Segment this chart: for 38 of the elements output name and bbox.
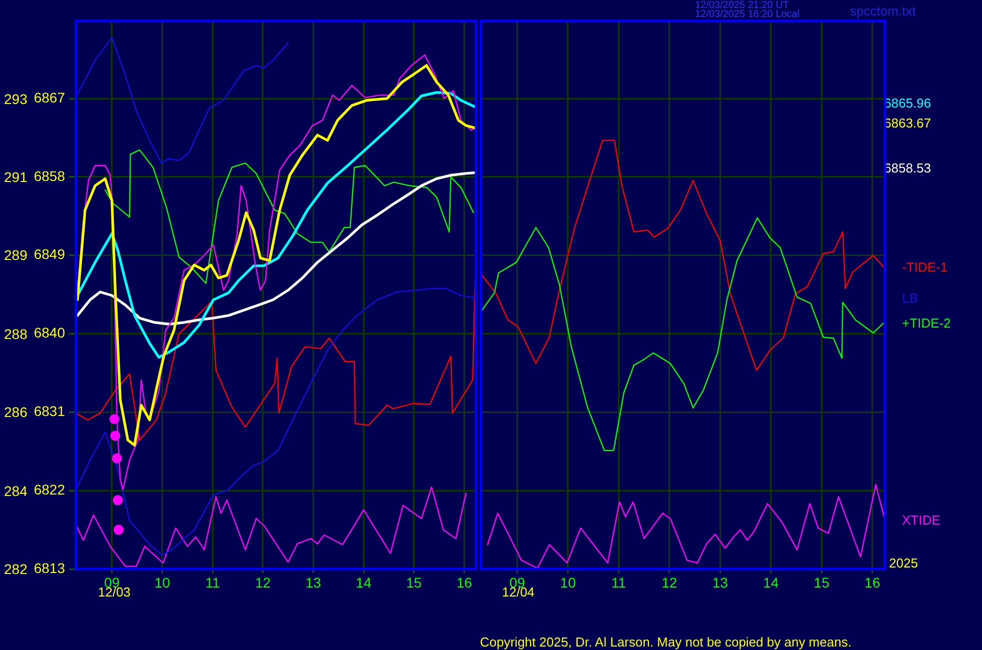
text: 293: [4, 90, 28, 107]
annotation: 6865.96: [884, 96, 931, 110]
x-tick-label: 10: [154, 574, 170, 590]
text: LB: [902, 290, 918, 306]
y-tick-label: 6867: [34, 89, 66, 106]
y-tick-label: 6840: [34, 324, 66, 341]
text: Copyright 2025, Dr. Al Larson. May not be copied by any means.: [480, 634, 852, 650]
text: 291: [4, 168, 28, 185]
text: 289: [4, 247, 28, 264]
series-label: XTIDE: [902, 512, 940, 528]
y-tick-label: 6849: [34, 246, 66, 262]
y-tick-label: 6822: [34, 481, 66, 498]
text: 284: [4, 482, 28, 499]
text: 12/03/2025 21:20 UT: [695, 0, 789, 11]
x-tick-label: 16: [864, 574, 880, 590]
y-tick-label: 6858: [34, 168, 66, 184]
text: 12/03/2025 16:20 Local: [695, 9, 800, 20]
x-tick-label: 12: [255, 574, 271, 590]
text: 286: [4, 404, 28, 420]
text: 2025: [889, 556, 918, 570]
x-tick-label: 14: [356, 574, 372, 590]
x-tick-label: 15: [406, 574, 422, 590]
x-tick-label: 13: [305, 574, 322, 590]
x-tick-label: 12: [662, 574, 678, 590]
y-tick-label: 6831: [34, 403, 66, 420]
x-tick-label: 10: [560, 574, 576, 590]
x-tick-label: 16: [456, 574, 472, 590]
series-label: +TIDE-2: [902, 316, 951, 331]
text: 282: [4, 561, 28, 577]
y-tick-label: 6813: [34, 560, 66, 576]
x-tick-label: 13: [712, 574, 728, 590]
x-tick-label: 11: [611, 574, 626, 590]
x-tick-label: 14: [763, 574, 779, 590]
x-tick-label: 15: [814, 574, 830, 590]
series-label: -TIDE-1: [902, 259, 948, 274]
x-tick-label: 11: [205, 574, 220, 590]
text: spcctom.txt: [850, 4, 916, 18]
text: 288: [4, 326, 28, 342]
